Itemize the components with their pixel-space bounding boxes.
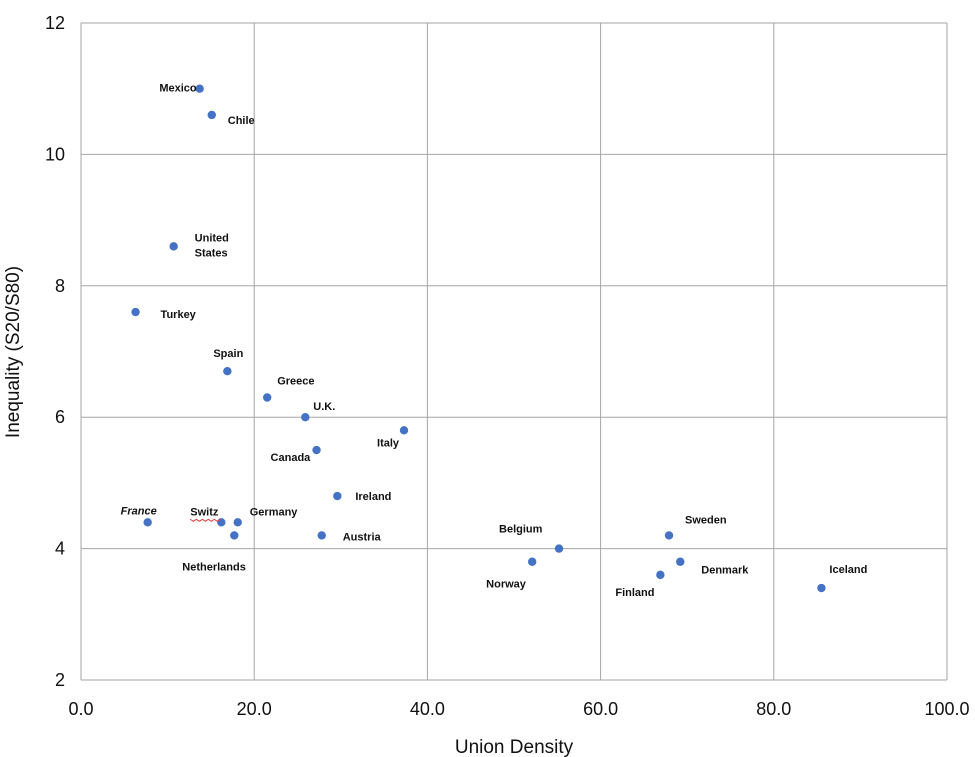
data-point bbox=[317, 531, 326, 540]
data-points bbox=[131, 84, 826, 593]
x-tick-label: 80.0 bbox=[756, 699, 791, 719]
point-label: Sweden bbox=[685, 514, 727, 526]
y-tick-label: 8 bbox=[55, 276, 65, 296]
y-tick-label: 4 bbox=[55, 539, 65, 559]
x-tick-label: 40.0 bbox=[410, 699, 445, 719]
point-label: Germany bbox=[250, 506, 299, 518]
point-label: Iceland bbox=[829, 564, 867, 576]
data-point bbox=[217, 518, 226, 527]
data-point bbox=[399, 426, 409, 435]
point-label: Canada bbox=[271, 452, 312, 464]
data-point bbox=[554, 544, 564, 553]
point-label: Ireland bbox=[355, 491, 391, 503]
data-point bbox=[169, 242, 178, 251]
point-label: Switz bbox=[190, 506, 219, 518]
y-tick-label: 2 bbox=[55, 670, 65, 690]
point-label: France bbox=[121, 505, 157, 517]
point-label: Netherlands bbox=[182, 561, 246, 573]
y-tick-label: 12 bbox=[45, 13, 65, 33]
x-tick-label: 20.0 bbox=[237, 699, 272, 719]
y-tick-label: 6 bbox=[55, 407, 65, 427]
point-label: Mexico bbox=[159, 83, 197, 95]
x-tick-label: 60.0 bbox=[583, 699, 618, 719]
data-point bbox=[527, 557, 537, 566]
data-point bbox=[817, 583, 826, 593]
data-point bbox=[207, 110, 216, 120]
data-point bbox=[233, 518, 242, 527]
data-point bbox=[143, 518, 152, 527]
data-point bbox=[223, 367, 232, 376]
point-label: Spain bbox=[213, 348, 243, 360]
spellcheck-underline bbox=[190, 518, 221, 522]
x-tick-label: 0.0 bbox=[68, 699, 93, 719]
y-tick-label: 10 bbox=[45, 144, 65, 164]
point-labels: Mexico Chile United States Turkey Spain Greece… bbox=[121, 83, 868, 599]
point-label: Austria bbox=[343, 531, 382, 543]
data-point bbox=[333, 491, 342, 501]
point-label: Italy bbox=[377, 437, 400, 449]
data-point bbox=[656, 570, 665, 580]
tick-labels: 2 4 6 8 10 12 0.0 20.0 40.0 60.0 80.0 100.0 bbox=[45, 13, 970, 719]
grid-lines bbox=[80, 22, 948, 681]
point-label: Greece bbox=[277, 375, 314, 387]
point-label: Belgium bbox=[499, 524, 543, 536]
point-label: United States bbox=[195, 232, 229, 259]
point-label: Chile bbox=[228, 115, 255, 127]
data-point bbox=[676, 557, 685, 566]
data-point bbox=[312, 445, 321, 455]
data-point bbox=[664, 531, 674, 540]
data-point bbox=[301, 413, 310, 422]
data-point bbox=[262, 393, 272, 402]
point-label: Norway bbox=[486, 579, 527, 591]
data-point bbox=[195, 84, 204, 93]
x-axis-title: Union Density bbox=[455, 737, 574, 757]
data-point bbox=[230, 531, 239, 540]
point-label: Turkey bbox=[161, 309, 197, 321]
data-point bbox=[131, 307, 140, 317]
point-label: Denmark bbox=[701, 565, 749, 577]
point-label: U.K. bbox=[313, 401, 335, 413]
x-tick-label: 100.0 bbox=[924, 699, 969, 719]
point-label: Finland bbox=[615, 587, 654, 599]
y-axis-title: Inequality (S20/S80) bbox=[3, 266, 24, 438]
